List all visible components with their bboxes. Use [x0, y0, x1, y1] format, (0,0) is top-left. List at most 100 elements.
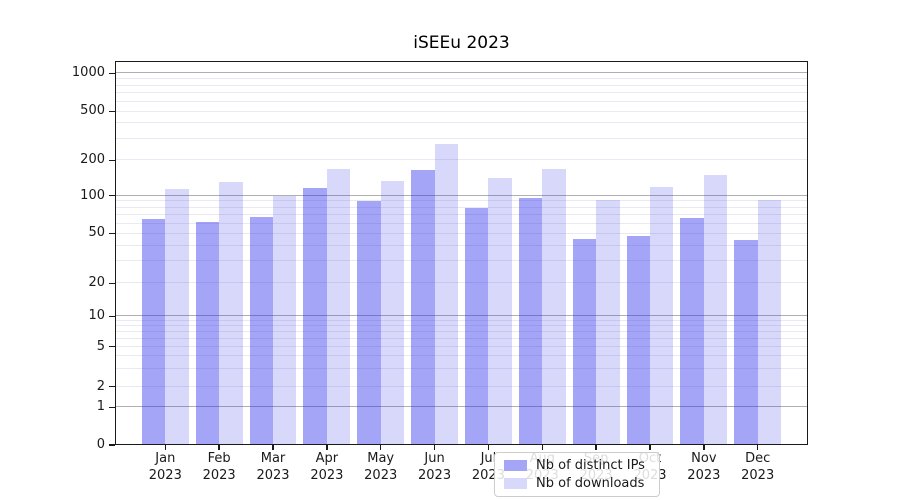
x-tick-label-month: Feb: [207, 451, 231, 466]
bar-nb-of-downloads-mar: [273, 195, 297, 445]
plot-area: Nb of distinct IPs Nb of downloads: [115, 61, 808, 497]
x-tick-label-dec: Dec 2023: [723, 451, 793, 484]
x-tick-nov: [703, 445, 705, 450]
x-tick-label-month: Jul: [480, 451, 497, 466]
chart-title: iSEEu 2023: [413, 33, 510, 53]
x-tick-label-jan: Jan 2023: [130, 451, 200, 484]
gridline-y-7: [115, 330, 808, 332]
bar-nb-of-distinct-ips-apr: [303, 187, 327, 445]
bar-nb-of-downloads-aug: [542, 169, 566, 445]
y-tick-0: [109, 444, 115, 446]
gridline-y-30: [115, 260, 808, 262]
legend-label-downloads: Nb of downloads: [536, 476, 645, 491]
legend-label-distinct-ips: Nb of distinct IPs: [536, 458, 645, 473]
x-tick-label-year: 2023: [148, 467, 182, 483]
x-tick-label-mar: Mar 2023: [238, 451, 308, 484]
y-tick-label-2: 2: [96, 378, 105, 394]
y-tick-label-10: 10: [88, 308, 105, 324]
x-tick-label-month: Nov: [691, 451, 717, 466]
legend-row-distinct-ips: Nb of distinct IPs: [495, 458, 659, 473]
x-tick-label-apr: Apr 2023: [292, 451, 362, 484]
bar-nb-of-distinct-ips-feb: [195, 221, 220, 445]
x-tick-aug: [541, 445, 544, 450]
gridline-y-10: [115, 315, 808, 317]
legend: Nb of distinct IPs Nb of downloads: [494, 452, 660, 497]
x-tick-label-year: 2023: [202, 467, 236, 483]
x-tick-label-month: Jan: [155, 451, 176, 466]
gridline-y-90: [115, 200, 808, 202]
gridline-y-600: [115, 100, 808, 102]
gridline-y-1000: [115, 72, 808, 74]
y-tick-50: [109, 232, 115, 235]
gridline-y-9: [115, 319, 808, 321]
x-tick-sep: [595, 445, 597, 450]
bar-nb-of-downloads-oct: [649, 187, 674, 445]
gridline-y-300: [115, 137, 808, 139]
bar-nb-of-distinct-ips-nov: [680, 217, 704, 445]
bar-nb-of-distinct-ips-jul: [465, 207, 489, 445]
y-tick-label-50: 50: [88, 225, 105, 241]
bar-nb-of-distinct-ips-oct: [626, 235, 650, 445]
gridline-y-8: [115, 325, 808, 327]
gridline-y-3: [115, 367, 808, 369]
x-tick-label-year: 2023: [741, 467, 775, 483]
y-tick-label-200: 200: [80, 152, 105, 168]
y-tick-2: [109, 385, 115, 388]
bar-nb-of-distinct-ips-dec: [734, 240, 758, 445]
y-tick-20: [109, 282, 115, 285]
bar-nb-of-downloads-feb: [219, 182, 243, 445]
y-tick-label-100: 100: [80, 187, 105, 203]
gridline-y-20: [115, 282, 808, 284]
gridline-y-100: [115, 194, 808, 196]
bar-nb-of-distinct-ips-jan: [141, 219, 166, 445]
x-tick-label-year: 2023: [310, 467, 344, 483]
y-tick-1000: [109, 72, 115, 75]
x-tick-label-month: Apr: [315, 451, 339, 466]
x-tick-label-jun: Jun 2023: [400, 451, 470, 484]
y-tick-1: [109, 406, 115, 409]
legend-row-downloads: Nb of downloads: [495, 476, 659, 491]
y-tick-label-20: 20: [88, 275, 105, 291]
y-tick-label-5: 5: [96, 338, 105, 354]
x-tick-jan: [164, 445, 167, 450]
legend-swatch-downloads: [504, 478, 527, 489]
gridline-y-1: [115, 406, 808, 408]
gridline-y-700: [115, 92, 808, 94]
x-tick-label-month: Dec: [745, 451, 771, 466]
x-tick-oct: [649, 445, 651, 450]
bar-nb-of-distinct-ips-mar: [249, 216, 273, 445]
gridline-y-900: [115, 78, 808, 80]
x-tick-may: [379, 445, 382, 450]
y-tick-500: [109, 110, 115, 113]
gridline-y-500: [115, 110, 808, 112]
bar-nb-of-downloads-apr: [326, 168, 351, 445]
x-tick-label-year: 2023: [418, 467, 452, 483]
gridline-y-60: [115, 222, 808, 224]
x-tick-mar: [272, 445, 274, 450]
x-tick-label-feb: Feb 2023: [184, 451, 254, 484]
gridline-y-80: [115, 206, 808, 208]
x-tick-label-may: May 2023: [346, 451, 416, 484]
bar-nb-of-distinct-ips-sep: [572, 239, 597, 445]
x-tick-apr: [326, 445, 328, 450]
bar-nb-of-downloads-jul: [488, 177, 512, 445]
x-tick-jul: [487, 445, 490, 450]
bar-nb-of-downloads-jun: [434, 144, 458, 445]
bar-nb-of-distinct-ips-jun: [411, 170, 435, 445]
gridline-y-5: [115, 345, 808, 347]
x-tick-label-year: 2023: [256, 467, 290, 483]
x-tick-label-month: Jun: [424, 451, 445, 466]
y-tick-10: [109, 315, 115, 318]
bar-nb-of-downloads-nov: [703, 175, 728, 445]
x-tick-label-year: 2023: [364, 467, 398, 483]
x-tick-label-month: Mar: [260, 451, 286, 466]
y-tick-label-500: 500: [80, 103, 105, 119]
x-tick-jun: [433, 445, 436, 450]
gridline-y-800: [115, 84, 808, 86]
y-tick-5: [109, 345, 115, 348]
bar-nb-of-distinct-ips-aug: [518, 197, 543, 445]
x-tick-label-nov: Nov 2023: [669, 451, 739, 484]
y-tick-100: [109, 194, 115, 197]
y-tick-label-1000: 1000: [71, 65, 105, 81]
